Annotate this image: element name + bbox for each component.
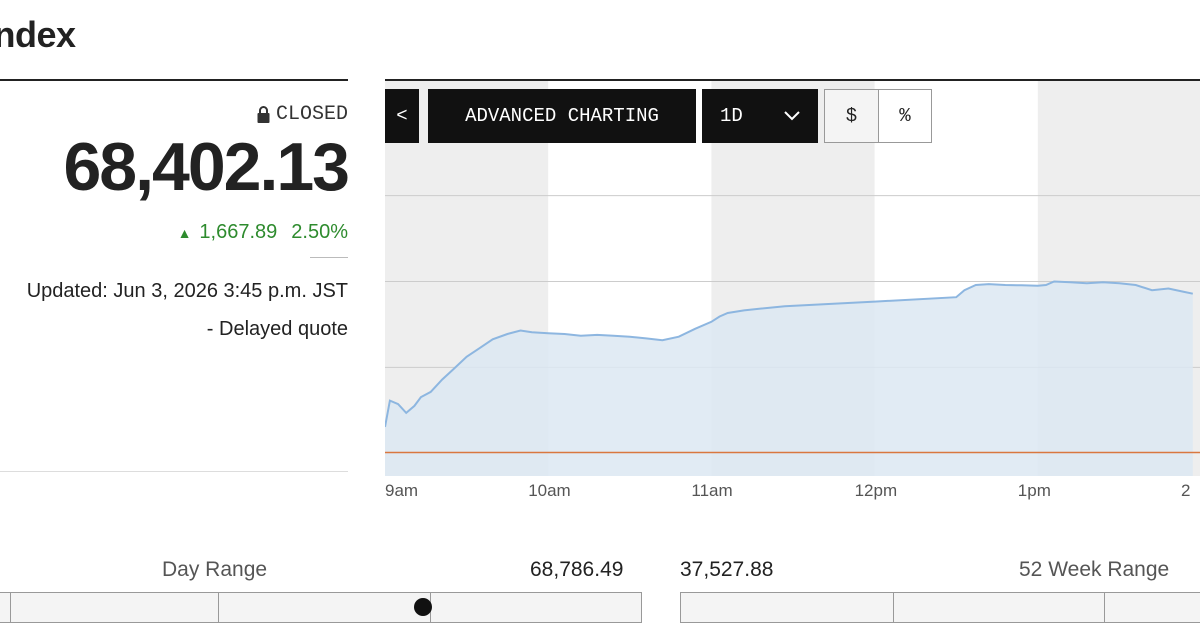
chart-back-button[interactable]: < (385, 89, 419, 143)
x-tick-label: 9am (385, 481, 419, 500)
change-percent: 2.50% (291, 221, 348, 243)
week52-range-bar (680, 592, 1200, 623)
range-select[interactable]: 1D (702, 89, 818, 143)
quote-top-rule (0, 79, 348, 81)
market-status-label: CLOSED (275, 103, 348, 126)
percent-toggle-button[interactable]: % (878, 89, 932, 143)
change-points: 1,667.89 (199, 221, 278, 243)
advanced-charting-button[interactable]: ADVANCED CHARTING (428, 89, 696, 143)
range-divider (10, 593, 11, 622)
x-tick-label: 12pm (854, 481, 898, 500)
day-range-high: 68,786.49 (530, 558, 624, 581)
price-area (385, 281, 1193, 476)
price-change: ▲ 1,667.89 2.50% (178, 221, 348, 244)
range-divider (893, 593, 894, 622)
divider (310, 257, 348, 258)
quote-bottom-rule (0, 471, 348, 472)
range-select-label: 1D (720, 105, 743, 127)
delayed-quote-note: - Delayed quote (206, 318, 348, 340)
up-arrow-icon: ▲ (177, 224, 192, 241)
x-tick-label: 10am (528, 481, 571, 500)
x-tick-label: 2 (1181, 481, 1191, 500)
updated-timestamp: Updated: Jun 3, 2026 3:45 p.m. JST (26, 280, 348, 302)
chart-top-rule (385, 79, 1200, 81)
day-range-label: Day Range (162, 558, 268, 581)
week52-range-label: 52 Week Range (1019, 558, 1170, 581)
chevron-down-icon (784, 105, 800, 127)
dollar-toggle-button[interactable]: $ (824, 89, 879, 143)
range-divider (1104, 593, 1105, 622)
x-tick-label: 11am (691, 481, 733, 500)
range-divider (218, 593, 219, 622)
market-status: CLOSED (257, 103, 348, 126)
x-tick-label: 1pm (1017, 481, 1051, 500)
last-price: 68,402.13 (63, 129, 350, 205)
day-range-bar (0, 592, 642, 623)
lock-icon (257, 106, 270, 123)
price-line (385, 280, 1194, 428)
week52-range-low: 37,527.88 (680, 558, 774, 581)
page-title: Index (0, 14, 76, 55)
intraday-chart[interactable] (385, 81, 1200, 478)
day-range-marker (414, 598, 433, 616)
